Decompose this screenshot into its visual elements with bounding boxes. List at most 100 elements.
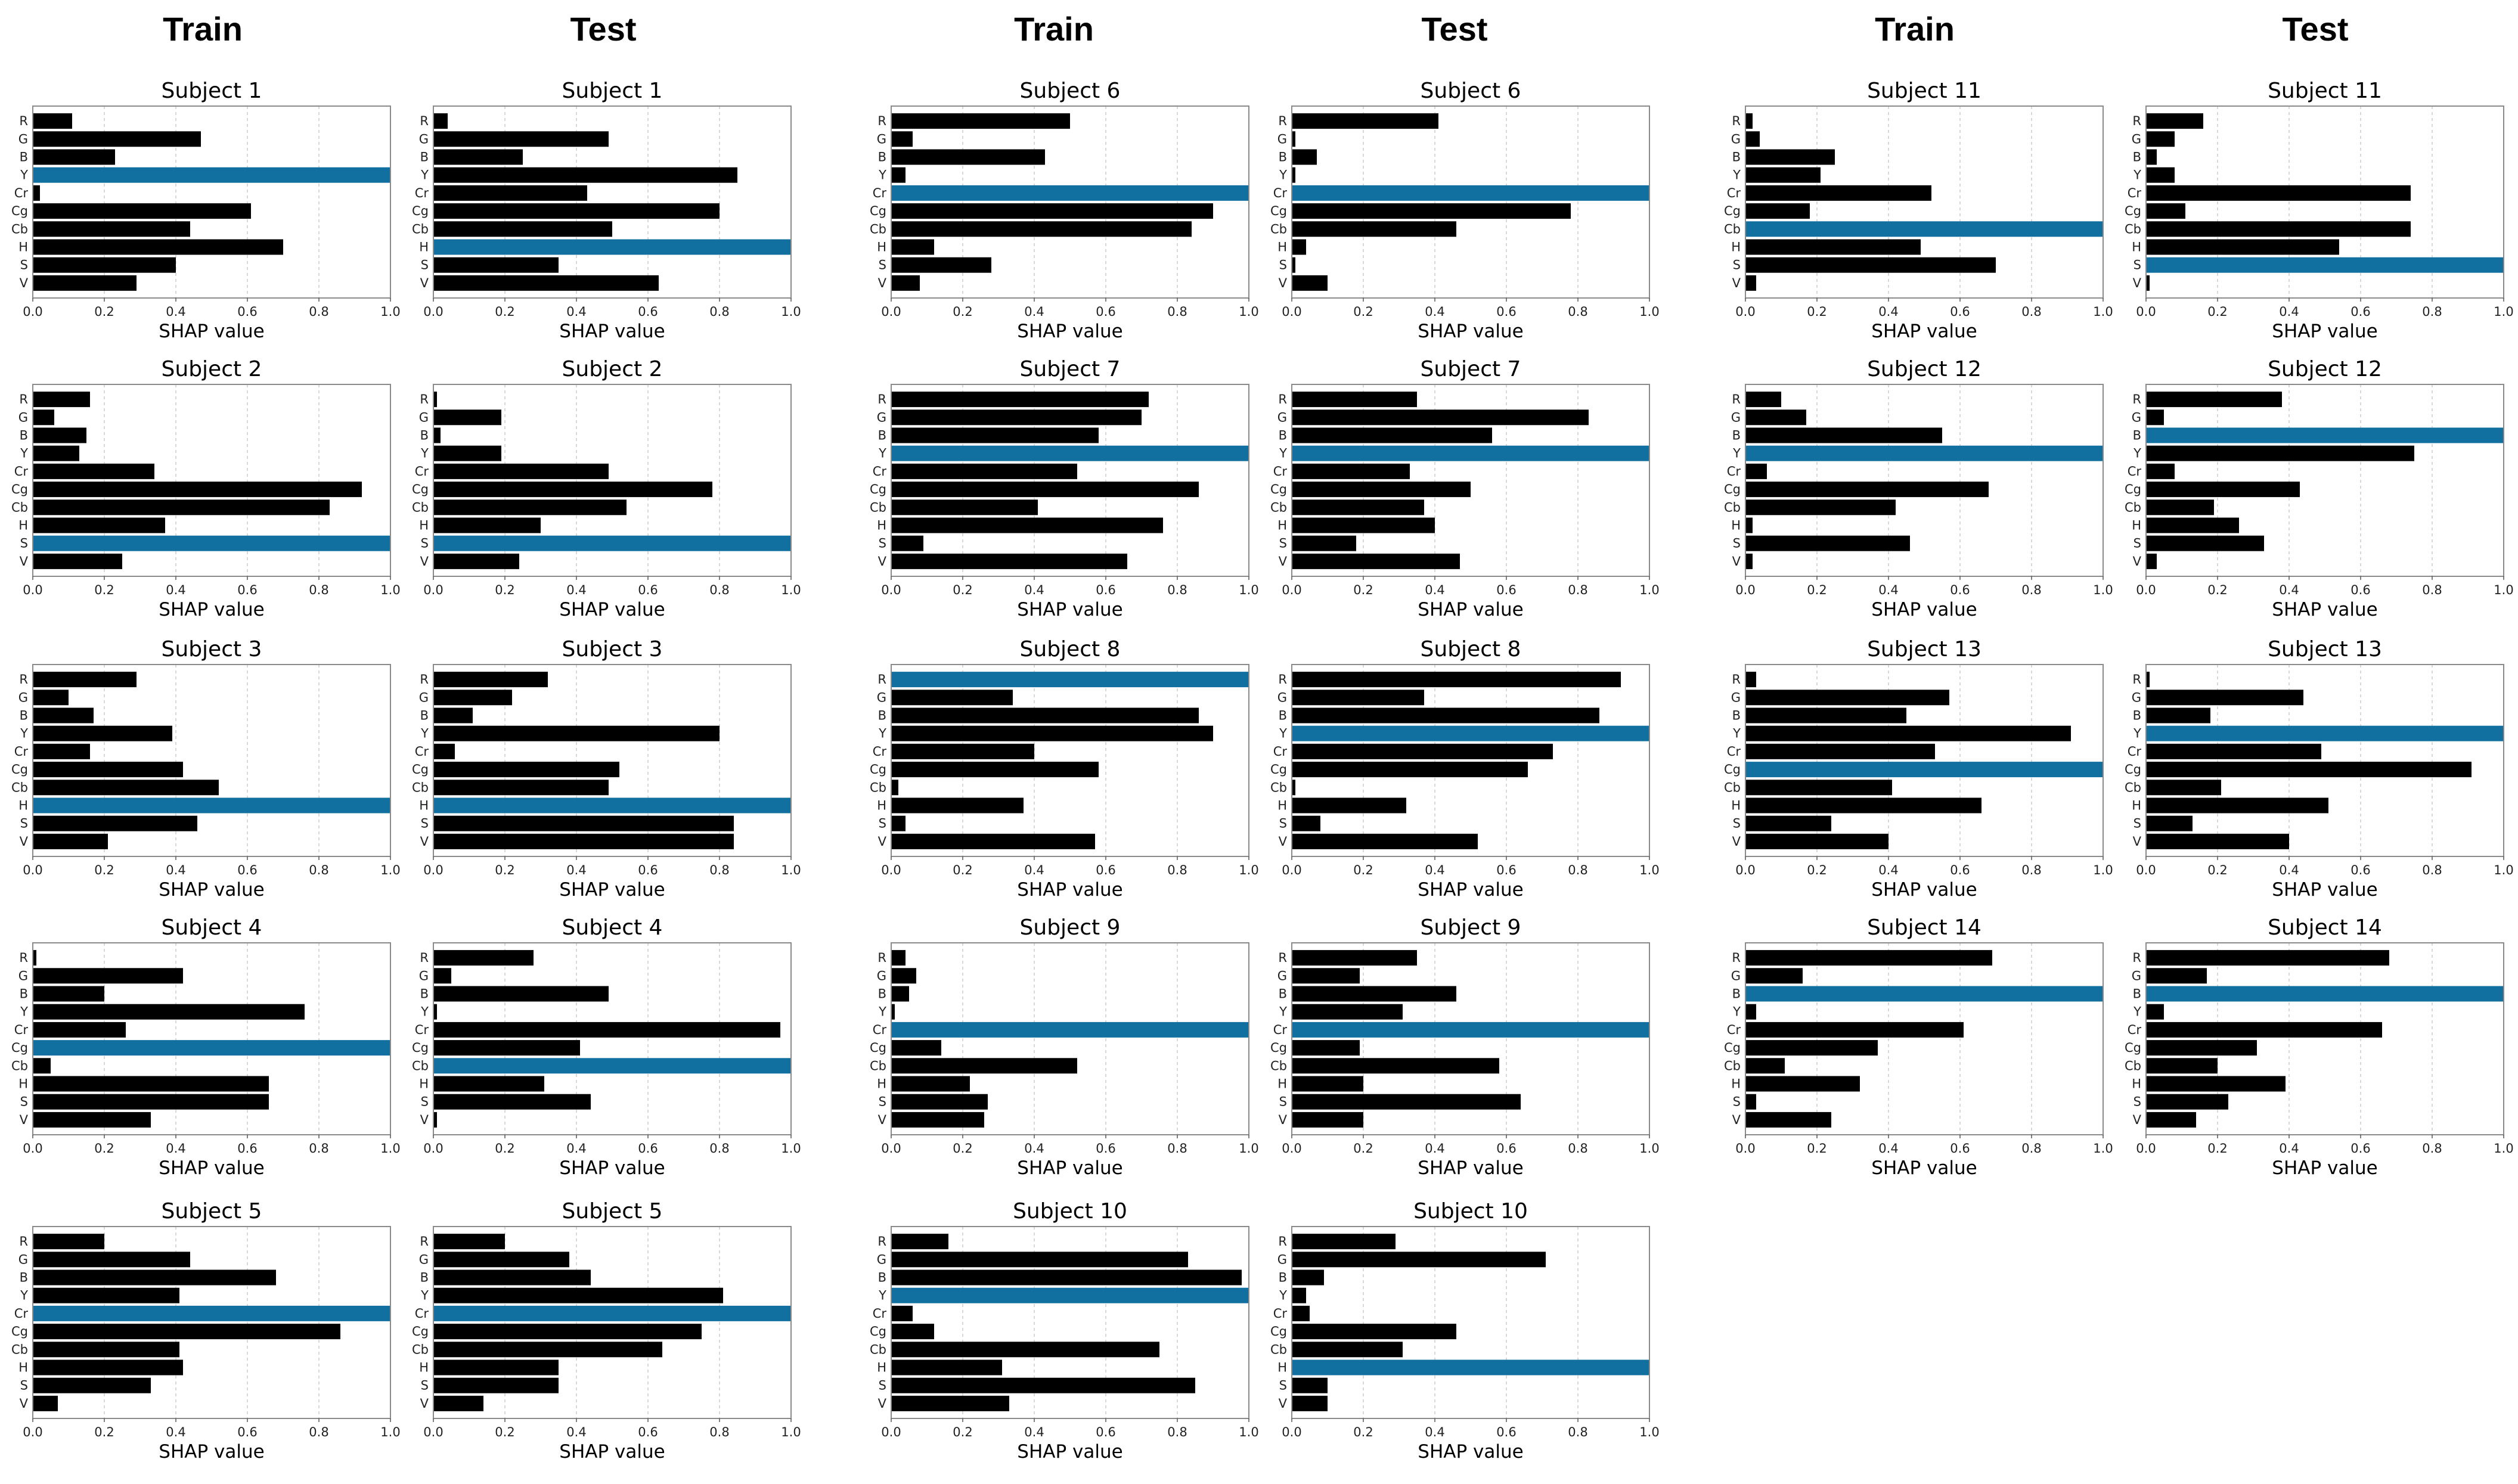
y-tick-label: B [20,709,28,723]
bar-cb [1292,499,1424,516]
x-tick-label: 0.8 [1167,583,1187,597]
bar-cg [1292,762,1528,778]
bar-v [1292,553,1460,569]
bar-cg [1745,1040,1878,1056]
y-tick-label: H [1277,519,1287,533]
y-tick-label: G [1731,968,1741,983]
bar-r [433,113,448,129]
y-tick-label: Cg [11,1324,28,1339]
bar-cb [1292,1058,1499,1074]
bar-cb-highlight [1745,221,2103,237]
y-tick-label: S [20,536,28,551]
x-tick-label: 1.0 [2494,1141,2513,1156]
bar-r [1292,950,1417,966]
x-tick-label: 1.0 [781,1141,801,1156]
bar-cb [33,1058,51,1074]
y-tick-label: V [20,1396,29,1411]
bar-h [2146,1076,2286,1092]
x-tick-label: 0.0 [881,1425,901,1439]
bar-b [1292,149,1317,165]
y-tick-label: G [1277,410,1287,424]
y-tick-label: Cg [1724,1041,1741,1055]
x-tick-label: 0.8 [309,305,328,319]
y-tick-label: R [420,672,429,687]
x-tick-label: 0.0 [23,305,42,319]
bar-g [33,409,54,426]
y-tick-label: Cb [1724,222,1741,236]
bar-s-highlight [433,535,791,551]
x-tick-label: 1.0 [1639,1141,1659,1156]
bar-y-highlight [33,167,390,183]
x-tick-label: 0.0 [1282,863,1301,877]
y-tick-label: Cr [1273,1023,1288,1037]
y-tick-label: G [1731,410,1741,424]
plot-frame [433,942,792,1135]
y-tick-label: R [2132,392,2141,406]
y-tick-label: Cb [412,222,429,236]
bar-r [1292,113,1438,129]
y-tick-label: Cb [11,500,28,514]
y-tick-label: S [2134,1095,2141,1109]
bar-b [1745,707,1906,724]
bar-s [891,257,991,273]
y-tick-label: Cb [2125,1058,2141,1073]
y-tick-label: V [1732,834,1741,849]
y-tick-label: Cr [1273,186,1288,200]
x-tick-label: 0.4 [1878,1141,1898,1156]
y-tick-label: B [20,150,28,164]
panel-title: Subject 8 [1421,637,1521,662]
bar-h [1292,517,1435,533]
y-tick-label: Y [1279,727,1287,741]
x-tick-label: 0.4 [1878,863,1898,877]
bar-b [433,149,523,165]
plot-frame [1291,384,1650,577]
x-tick-label: 1.0 [1239,863,1258,877]
y-tick-label: R [1278,672,1287,687]
y-tick-label: H [18,1077,28,1091]
x-axis-label: SHAP value [1418,321,1523,342]
y-tick-label: H [877,799,886,813]
x-tick-label: 0.4 [1024,305,1044,319]
x-tick-label: 0.4 [166,1425,185,1439]
plot-frame [1745,942,2104,1135]
y-tick-label: R [19,114,28,128]
bar-b [1292,986,1456,1002]
bar-g [1745,409,1806,426]
y-tick-label: B [1732,987,1741,1001]
bar-v [2146,1112,2196,1128]
x-tick-label: 0.4 [1024,1425,1044,1439]
y-tick-label: Cg [2125,762,2141,777]
y-tick-label: G [2132,410,2141,424]
x-tick-label: 0.0 [423,305,443,319]
x-axis-label: SHAP value [159,879,264,901]
bar-cb [433,780,609,796]
y-tick-label: Cr [14,186,29,200]
x-tick-label: 0.4 [566,305,586,319]
bar-r [891,113,1070,129]
bar-v [1745,275,1756,291]
y-tick-label: H [1731,799,1741,813]
bar-cr [1292,743,1553,759]
y-tick-label: Cr [2128,186,2142,200]
bar-cr [433,1022,780,1038]
x-axis-label: SHAP value [159,1157,264,1179]
bar-cb [33,221,190,237]
bar-y-highlight [1292,725,1649,741]
panel-title: Subject 14 [1867,915,1981,940]
column-header-train-1: Train [163,10,243,48]
x-tick-label: 0.2 [495,305,514,319]
x-tick-label: 0.8 [1568,583,1587,597]
bar-r [1292,672,1621,688]
y-tick-label: Cg [11,1041,28,1055]
bar-h-highlight [433,239,791,255]
bar-y [433,725,720,741]
y-tick-label: Cg [412,204,429,218]
y-tick-label: Y [1279,168,1287,182]
x-tick-label: 0.8 [2021,1141,2041,1156]
x-tick-label: 0.4 [1425,583,1444,597]
